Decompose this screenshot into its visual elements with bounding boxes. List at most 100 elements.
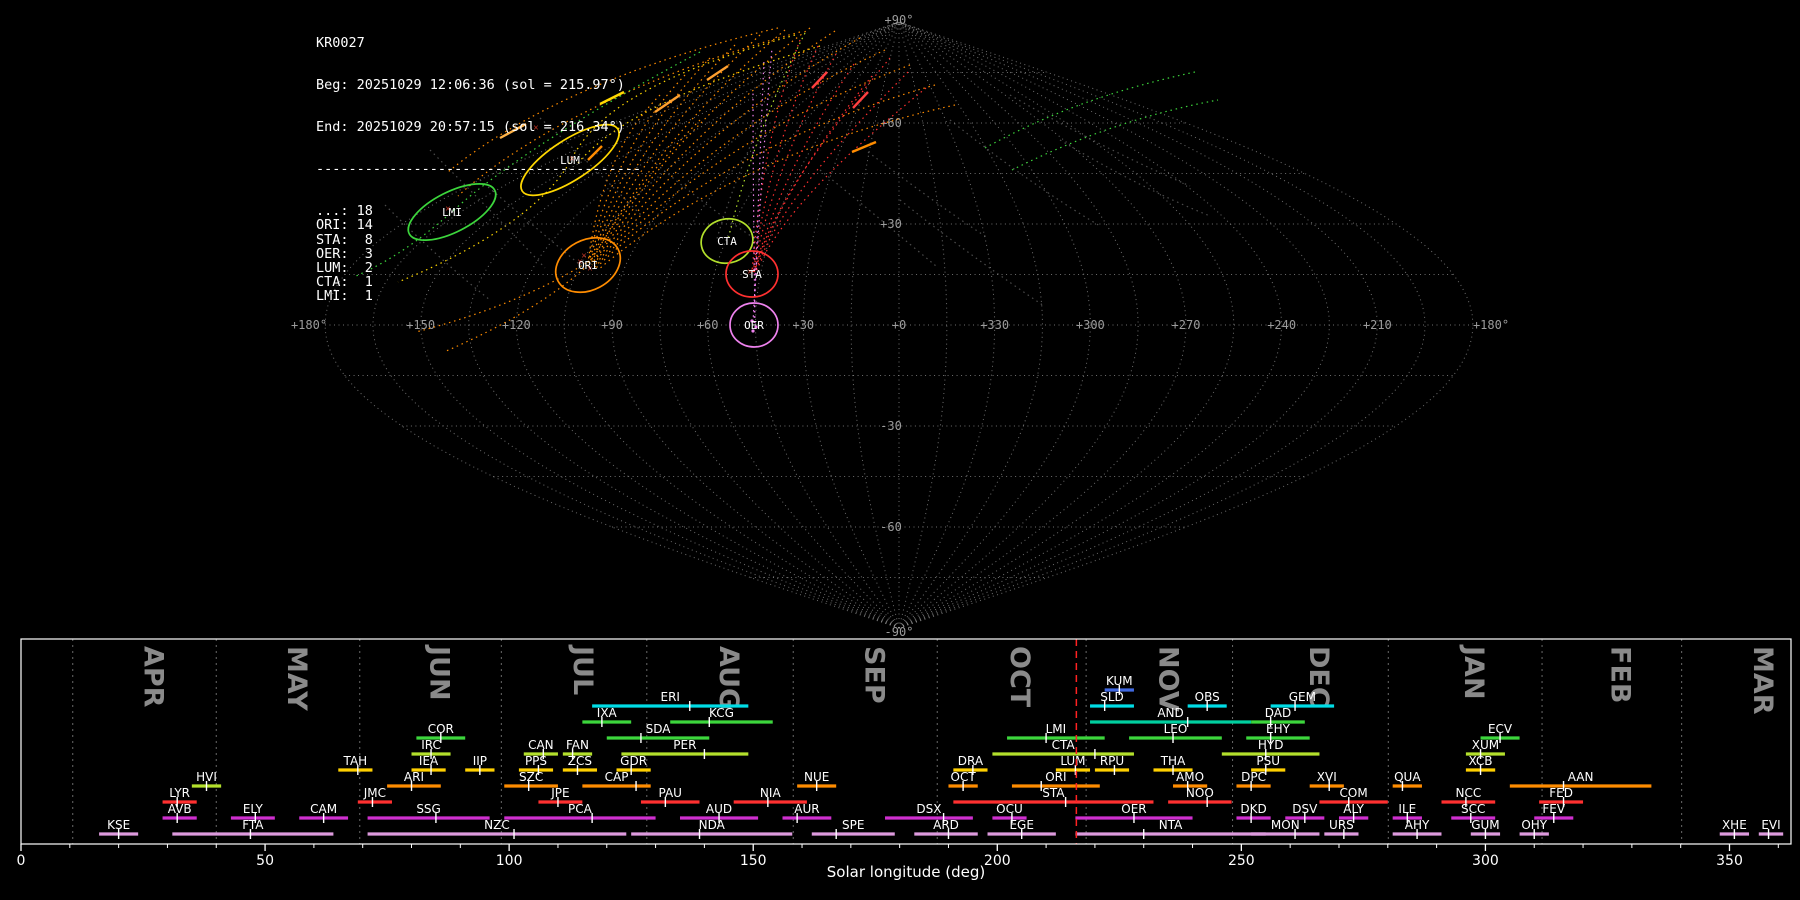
shower-label-NUE: NUE xyxy=(804,770,829,784)
shower-label-DSV: DSV xyxy=(1292,802,1318,816)
sky-longitude-label: +270 xyxy=(1172,318,1201,332)
sky-longitude-label: +30 xyxy=(792,318,814,332)
month-label-JUL: JUL xyxy=(567,644,598,695)
shower-label-AUR: AUR xyxy=(794,802,819,816)
sky-longitude-label: +180° xyxy=(291,318,327,332)
sky-grid-meridian xyxy=(372,21,900,629)
sky-latitude-label: -60 xyxy=(880,520,902,534)
shower-label-XVI: XVI xyxy=(1317,770,1337,784)
shower-label-PAU: PAU xyxy=(658,786,681,800)
shower-label-QUA: QUA xyxy=(1394,770,1421,784)
month-label-AUG: AUG xyxy=(713,646,744,710)
shower-label-XCB: XCB xyxy=(1469,754,1493,768)
shower-label-AND: AND xyxy=(1157,706,1183,720)
sporadic-meteor-track xyxy=(949,119,1101,227)
x-tick-label-300: 300 xyxy=(1472,853,1499,869)
shower-label-XUM: XUM xyxy=(1472,738,1499,752)
shower-label-NDA: NDA xyxy=(699,818,726,832)
shower-label-STA: STA xyxy=(1042,786,1065,800)
month-label-FEB: FEB xyxy=(1604,646,1635,703)
sky-grid-meridian xyxy=(898,21,1044,629)
sky-grid-meridian xyxy=(898,21,1331,629)
radiant-point-dot xyxy=(751,329,755,333)
sky-grid-meridian xyxy=(324,21,900,629)
ori-meteor-track xyxy=(597,104,956,271)
shower-label-NZC: NZC xyxy=(484,818,510,832)
sky-grid-meridian xyxy=(898,21,1378,629)
x-tick-label-100: 100 xyxy=(496,853,523,869)
x-tick-label-200: 200 xyxy=(984,853,1011,869)
shower-count-list: ...: 18 ORI: 14 STA: 8 OER: 3 LUM: 2 CTA: 1 LM… xyxy=(316,204,641,302)
sky-grid-meridian xyxy=(802,21,900,629)
shower-label-PPS: PPS xyxy=(525,754,547,768)
shower-label-EGE: EGE xyxy=(1009,818,1033,832)
station-id: KR0027 xyxy=(316,35,365,52)
shower-count-dotdotdot: ...: 18 xyxy=(316,203,373,220)
ori-meteor-track xyxy=(447,27,779,173)
ori-meteor-track xyxy=(594,64,911,268)
shower-label-PCA: PCA xyxy=(568,802,593,816)
shower-label-MON: MON xyxy=(1271,818,1300,832)
meteor-bright-segment xyxy=(811,71,828,89)
sporadic-meteor-track xyxy=(384,204,491,301)
radiant-point-mark: × xyxy=(445,204,451,215)
shower-label-OCT: OCT xyxy=(951,770,977,784)
shower-label-KCG: KCG xyxy=(709,706,734,720)
shower-label-AVB: AVB xyxy=(168,802,192,816)
shower-label-NOO: NOO xyxy=(1186,786,1214,800)
shower-label-LEO: LEO xyxy=(1164,722,1188,736)
sky-grid-meridian xyxy=(898,21,1283,629)
shower-count-LUM: LUM: 2 xyxy=(316,259,373,276)
separator-line: ---------------------------------------- xyxy=(316,161,642,178)
month-label-SEP: SEP xyxy=(859,646,890,704)
radiant-ellipse-OER xyxy=(729,302,779,348)
sporadic-meteor-track xyxy=(1009,94,1191,187)
radiant-point-mark: × xyxy=(533,123,539,134)
shower-label-SDA: SDA xyxy=(646,722,672,736)
sky-longitude-label: +150 xyxy=(406,318,435,332)
sta-meteor-track xyxy=(752,45,819,273)
shower-label-COR: COR xyxy=(428,722,454,736)
sky-longitude-label: +330 xyxy=(980,318,1009,332)
month-label-MAR: MAR xyxy=(1747,646,1778,715)
shower-label-DAD: DAD xyxy=(1265,706,1291,720)
shower-label-LMI: LMI xyxy=(1046,722,1067,736)
radiant-label-LMI: LMI xyxy=(442,206,462,219)
observation-header: KR0027 Beg: 20251029 12:06:36 (sol = 215… xyxy=(316,8,641,331)
shower-count-OER: OER: 3 xyxy=(316,245,373,262)
radiant-ellipse-STA xyxy=(725,250,779,298)
oer-meteor-track xyxy=(752,47,773,323)
sky-grid-meridian xyxy=(850,21,900,629)
sky-latitude-label: +60 xyxy=(880,116,902,130)
end-time-line: End: 20251029 20:57:15 (sol = 216.34°) xyxy=(316,119,625,136)
shower-label-LYR: LYR xyxy=(169,786,190,800)
shower-count-ORI: ORI: 14 xyxy=(316,217,373,234)
shower-label-TAH: TAH xyxy=(343,754,368,768)
shower-label-ECV: ECV xyxy=(1488,722,1513,736)
sky-grid-meridian xyxy=(467,21,900,629)
shower-label-CAP: CAP xyxy=(605,770,629,784)
meteor-bright-segment xyxy=(499,122,527,140)
shower-label-IIP: IIP xyxy=(473,754,487,768)
sky-latitude-label: +90° xyxy=(885,13,914,27)
month-label-NOV: NOV xyxy=(1152,646,1183,712)
shower-label-LUM: LUM xyxy=(1060,754,1085,768)
shower-label-PER: PER xyxy=(673,738,696,752)
shower-label-ORI: ORI xyxy=(1045,770,1066,784)
sky-longitude-label: +90 xyxy=(601,318,623,332)
sky-grid-meridian xyxy=(659,21,900,629)
sta-meteor-track xyxy=(753,75,873,274)
ori-meteor-track xyxy=(587,94,661,264)
shower-label-ILE: ILE xyxy=(1398,802,1416,816)
shower-label-SCC: SCC xyxy=(1461,802,1485,816)
shower-label-RPU: RPU xyxy=(1100,754,1124,768)
sporadic-meteor-track xyxy=(819,169,937,267)
shower-label-DSX: DSX xyxy=(916,802,941,816)
sky-grid-meridian xyxy=(898,21,1139,629)
radiant-point-mark: × xyxy=(587,264,593,275)
ori-meteor-track xyxy=(590,29,786,264)
ori-meteor-track xyxy=(589,44,736,263)
sky-grid-meridian xyxy=(420,21,900,629)
sky-latitude-label: -90° xyxy=(885,625,914,639)
